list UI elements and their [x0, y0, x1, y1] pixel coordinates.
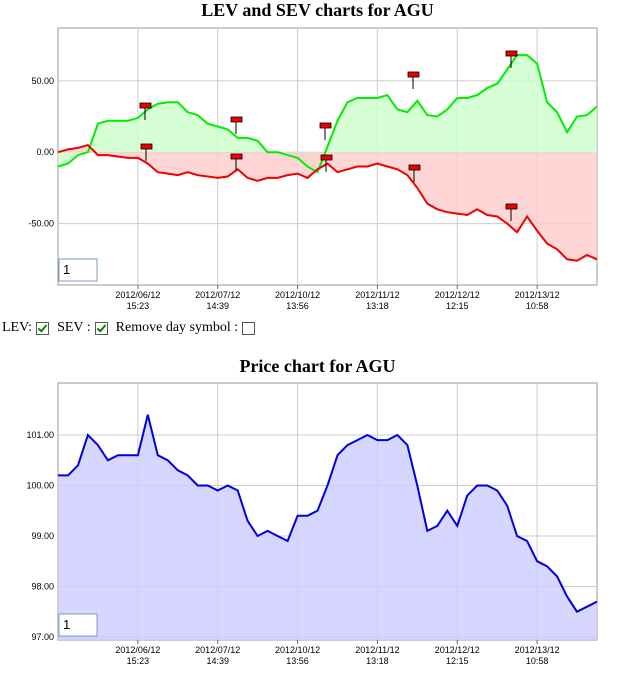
x-tick-label: 2012/06/12	[115, 290, 160, 300]
y-tick-label: 101.00	[26, 430, 54, 440]
area-fill	[58, 145, 597, 261]
remove-checkbox[interactable]	[242, 321, 256, 335]
chart-title: LEV and SEV charts for AGU	[201, 0, 434, 20]
flag	[230, 116, 243, 123]
zoom-input-value: 1	[63, 262, 70, 277]
flag	[139, 102, 152, 109]
y-tick-label: -50.00	[28, 219, 54, 229]
x-tick-label: 13:56	[286, 301, 309, 311]
plot	[58, 414, 598, 640]
flag	[408, 164, 421, 171]
x-tick-label: 2012/06/12	[115, 645, 160, 655]
x-tick-label: 2012/11/12	[355, 290, 399, 300]
x-tick-label: 13:56	[286, 656, 309, 666]
y-tick-label: 99.00	[31, 531, 54, 541]
y-tick-label: 97.00	[31, 632, 54, 642]
x-tick-label: 2012/11/12	[355, 645, 399, 655]
area-fill	[58, 414, 597, 640]
series-line	[57, 54, 598, 174]
x-tick-label: 14:39	[206, 301, 229, 311]
series-line	[57, 143, 598, 262]
x-tick-label: 2012/12/12	[435, 290, 480, 300]
remove-label: Remove day symbol :	[115, 320, 239, 335]
flag	[505, 203, 518, 210]
y-tick-label: 0.00	[36, 147, 54, 157]
flag	[407, 71, 420, 78]
flag	[230, 153, 243, 160]
lev-label: LEV:	[2, 320, 33, 335]
x-tick-label: 13:18	[366, 301, 389, 311]
zoom-input	[58, 613, 98, 637]
x-tick-label: 12:15	[446, 656, 469, 666]
flag	[505, 50, 518, 57]
y-tick-label: 100.00	[26, 480, 54, 490]
y-tick-label: 50.00	[31, 76, 54, 86]
series-line	[58, 414, 598, 613]
x-tick-label: 12:15	[446, 301, 469, 311]
flag	[319, 122, 332, 129]
x-tick-label: 10:58	[526, 656, 549, 666]
zoom-input	[58, 258, 98, 282]
zoom-input-value: 1	[63, 617, 70, 632]
area-fill	[58, 55, 597, 173]
x-tick-label: 15:23	[127, 656, 150, 666]
controls: LEV: SEV : Remove day symbol :	[2, 320, 259, 336]
x-tick-label: 2012/12/12	[435, 645, 480, 655]
sev-label: SEV :	[57, 320, 91, 335]
x-tick-label: 10:58	[526, 301, 549, 311]
x-tick-label: 14:39	[206, 656, 229, 666]
x-tick-label: 2012/13/12	[515, 290, 560, 300]
x-tick-label: 13:18	[366, 656, 389, 666]
x-tick-label: 2012/13/12	[515, 645, 560, 655]
x-tick-label: 2012/07/12	[195, 645, 240, 655]
plot	[57, 54, 598, 262]
x-tick-label: 2012/10/12	[275, 645, 320, 655]
flag	[140, 143, 153, 150]
x-tick-label: 2012/07/12	[195, 290, 240, 300]
x-tick-label: 2012/10/12	[275, 290, 320, 300]
chart-title: Price chart for AGU	[239, 356, 395, 376]
flag	[320, 154, 333, 161]
y-tick-label: 98.00	[31, 581, 54, 591]
sev-checkbox[interactable]	[94, 321, 108, 335]
lev-checkbox[interactable]	[36, 321, 50, 335]
x-tick-label: 15:23	[127, 301, 150, 311]
day-symbols	[139, 50, 518, 221]
